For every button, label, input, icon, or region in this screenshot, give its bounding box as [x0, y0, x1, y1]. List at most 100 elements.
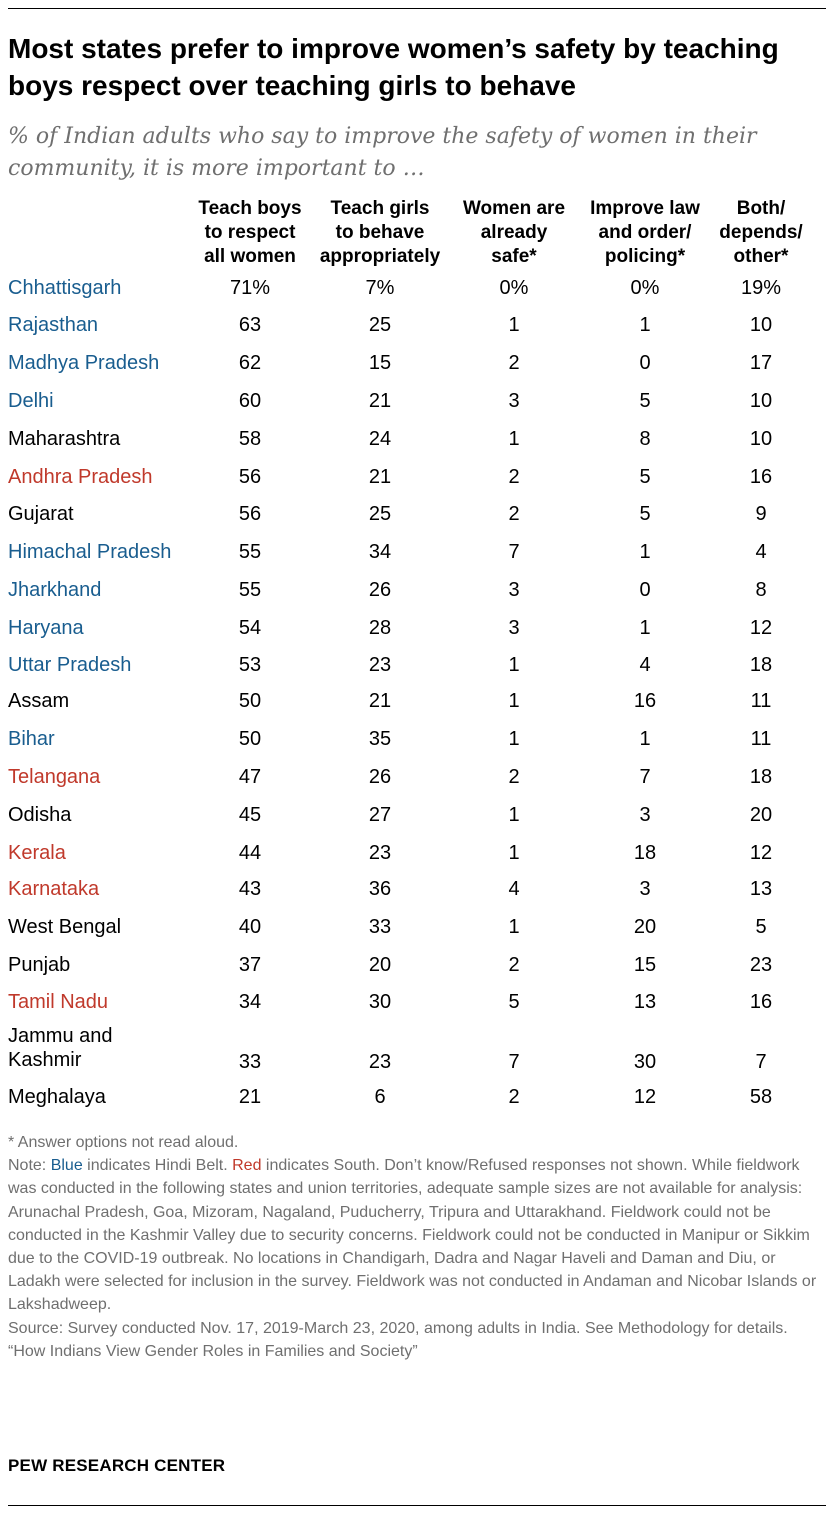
cell-both-other: 7: [755, 1051, 767, 1073]
cell-both-other: 19%: [740, 277, 782, 299]
cell-teach-girls: 36: [368, 878, 392, 900]
cell-both-other: 16: [749, 466, 773, 488]
chart-subtitle: % of Indian adults who say to improve th…: [8, 124, 757, 181]
cell-both-other: 23: [749, 954, 773, 976]
cell-teach-boys: 53: [238, 654, 262, 676]
cell-improve-law: 16: [633, 690, 657, 712]
cell-already-safe: 0%: [499, 277, 529, 299]
cell-teach-girls: 21: [368, 390, 392, 412]
cell-already-safe: 2: [508, 352, 520, 374]
column-header-both-other: Both/ depends/ other*: [719, 198, 803, 267]
cell-already-safe: 1: [508, 728, 520, 750]
note-mid: indicates Hindi Belt.: [82, 1157, 233, 1175]
cell-improve-law: 30: [633, 1051, 657, 1073]
column-header-teach-girls: Teach girls to behave appropriately: [319, 198, 441, 267]
row-label: Odisha: [8, 804, 72, 826]
row-label: Gujarat: [8, 503, 74, 525]
cell-both-other: 20: [749, 804, 773, 826]
cell-both-other: 11: [750, 728, 772, 750]
cell-teach-boys: 33: [238, 1051, 262, 1073]
cell-already-safe: 2: [508, 1086, 520, 1108]
cell-teach-boys: 50: [238, 690, 262, 712]
cell-already-safe: 3: [508, 617, 520, 639]
cell-teach-girls: 7%: [365, 277, 395, 299]
cell-teach-girls: 21: [368, 690, 392, 712]
row-label: Himachal Pradesh: [8, 541, 172, 563]
cell-improve-law: 1: [639, 314, 651, 336]
cell-already-safe: 1: [508, 842, 520, 864]
cell-already-safe: 1: [508, 428, 520, 450]
cell-both-other: 18: [749, 766, 773, 788]
note-prefix: Note:: [8, 1157, 51, 1175]
row-label: West Bengal: [8, 916, 122, 938]
cell-teach-girls: 6: [374, 1086, 386, 1108]
cell-teach-boys: 60: [238, 390, 262, 412]
footnote-text: * Answer options not read aloud.: [8, 1134, 239, 1151]
cell-teach-girls: 27: [368, 804, 392, 826]
note-text: Note: Blue indicates Hindi Belt. Red ind…: [8, 1154, 823, 1316]
cell-teach-boys: 55: [238, 579, 262, 601]
cell-improve-law: 5: [639, 390, 651, 412]
row-label: Punjab: [8, 954, 71, 976]
cell-improve-law: 13: [633, 991, 657, 1013]
column-header-already-safe: Women are already safe*: [462, 198, 566, 267]
row-label: Rajasthan: [8, 314, 99, 336]
cell-already-safe: 2: [508, 766, 520, 788]
row-label: Uttar Pradesh: [8, 654, 132, 676]
cell-improve-law: 1: [639, 617, 651, 639]
cell-both-other: 5: [755, 916, 767, 938]
cell-already-safe: 2: [508, 954, 520, 976]
cell-teach-girls: 28: [368, 617, 392, 639]
row-label: Chhattisgarh: [8, 277, 122, 299]
cell-already-safe: 1: [508, 690, 520, 712]
cell-teach-boys: 58: [238, 428, 262, 450]
source-text: Source: Survey conducted Nov. 17, 2019-M…: [8, 1319, 788, 1337]
cell-already-safe: 1: [508, 654, 520, 676]
cell-already-safe: 2: [508, 503, 520, 525]
cell-both-other: 17: [749, 352, 773, 374]
row-label: Meghalaya: [8, 1086, 106, 1108]
cell-improve-law: 0%: [630, 277, 660, 299]
pew-logo-text: PEW RESEARCH CENTER: [8, 1456, 226, 1475]
cell-teach-girls: 15: [368, 352, 392, 374]
cell-teach-girls: 30: [368, 991, 392, 1013]
cell-improve-law: 20: [633, 916, 657, 938]
cell-teach-boys: 34: [238, 991, 262, 1013]
cell-improve-law: 5: [639, 503, 651, 525]
notes-block: * Answer options not read aloud. Note: B…: [8, 1131, 823, 1363]
cell-both-other: 4: [755, 541, 767, 563]
cell-both-other: 9: [755, 503, 767, 525]
cell-already-safe: 7: [508, 1051, 520, 1073]
cell-teach-girls: 35: [368, 728, 392, 750]
cell-already-safe: 1: [508, 804, 520, 826]
cell-both-other: 12: [749, 617, 773, 639]
cell-improve-law: 1: [639, 728, 651, 750]
cell-improve-law: 5: [639, 466, 651, 488]
note-rest: indicates South. Don’t know/Refused resp…: [8, 1157, 817, 1314]
note-blue-word: Blue: [50, 1157, 83, 1175]
column-header-improve-law: Improve law and order/ policing*: [590, 198, 700, 267]
cell-teach-girls: 34: [368, 541, 392, 563]
row-label: Assam: [8, 690, 70, 712]
report-title-text: “How Indians View Gender Roles in Famili…: [8, 1342, 418, 1360]
note-red-word: Red: [232, 1157, 262, 1175]
cell-teach-girls: 24: [368, 428, 392, 450]
cell-teach-girls: 21: [368, 466, 392, 488]
cell-both-other: 10: [749, 390, 773, 412]
cell-both-other: 16: [749, 991, 773, 1013]
cell-both-other: 11: [750, 690, 772, 712]
row-label: Karnataka: [8, 878, 100, 900]
cell-teach-boys: 21: [238, 1086, 262, 1108]
column-header-teach-boys: Teach boys to respect all women: [198, 198, 302, 267]
cell-teach-girls: 20: [368, 954, 392, 976]
row-label: Delhi: [8, 390, 54, 412]
cell-improve-law: 3: [639, 878, 651, 900]
cell-both-other: 10: [749, 428, 773, 450]
cell-both-other: 18: [749, 654, 773, 676]
cell-already-safe: 7: [508, 541, 520, 563]
row-label: Andhra Pradesh: [8, 466, 153, 488]
cell-already-safe: 4: [508, 878, 520, 900]
cell-improve-law: 18: [633, 842, 657, 864]
row-label: Jammu and Kashmir: [8, 1025, 113, 1071]
cell-teach-boys: 62: [238, 352, 262, 374]
